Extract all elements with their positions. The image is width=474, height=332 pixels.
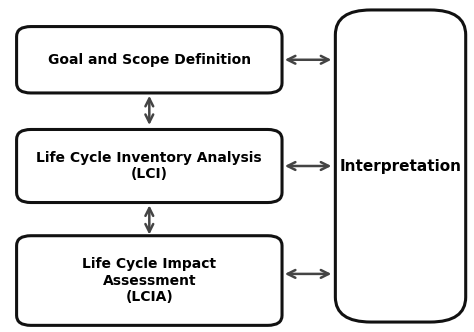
Text: Life Cycle Impact
Assessment
(LCIA): Life Cycle Impact Assessment (LCIA)	[82, 257, 216, 304]
Text: Goal and Scope Definition: Goal and Scope Definition	[48, 53, 251, 67]
Text: Life Cycle Inventory Analysis
(LCI): Life Cycle Inventory Analysis (LCI)	[36, 151, 262, 181]
FancyBboxPatch shape	[17, 27, 282, 93]
FancyBboxPatch shape	[17, 236, 282, 325]
Text: Interpretation: Interpretation	[339, 158, 462, 174]
FancyBboxPatch shape	[336, 10, 465, 322]
FancyBboxPatch shape	[17, 129, 282, 203]
